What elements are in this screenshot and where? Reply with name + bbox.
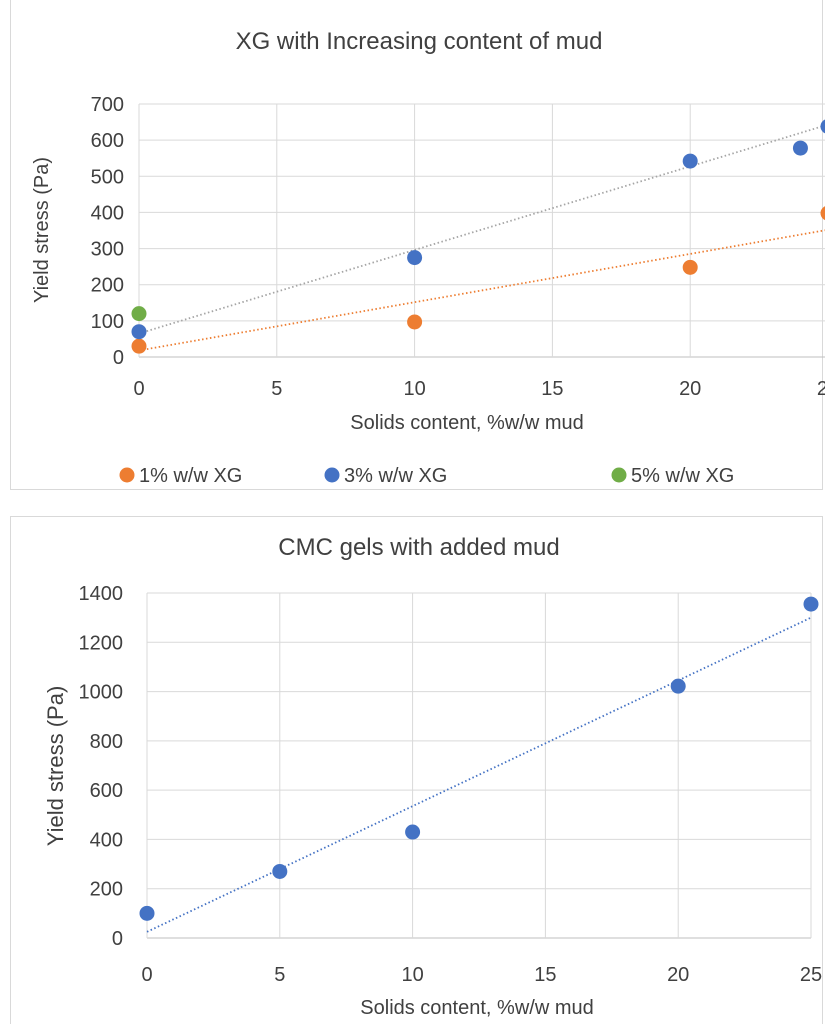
x-tick-label: 20 bbox=[667, 964, 689, 986]
legend-marker bbox=[325, 468, 340, 483]
chart-title: XG with Increasing content of mud bbox=[236, 28, 603, 55]
data-point bbox=[683, 260, 698, 275]
data-point bbox=[407, 314, 422, 329]
y-tick-label: 700 bbox=[91, 94, 124, 116]
legend-label: 1% w/w XG bbox=[139, 465, 242, 487]
y-tick-label: 200 bbox=[91, 275, 124, 297]
y-tick-label: 100 bbox=[91, 311, 124, 333]
chart-title: CMC gels with added mud bbox=[278, 534, 559, 561]
chart-xg-svg: XG with Increasing content of mud 010020… bbox=[11, 0, 824, 490]
y-tick-label: 400 bbox=[91, 202, 124, 224]
data-point bbox=[683, 154, 698, 169]
gridlines bbox=[139, 104, 825, 357]
x-tick-label: 5 bbox=[274, 964, 285, 986]
data-point bbox=[821, 119, 825, 134]
data-point bbox=[272, 864, 287, 879]
x-tick-label: 10 bbox=[403, 378, 425, 400]
x-tick-label: 25 bbox=[817, 378, 825, 400]
y-tick-label: 300 bbox=[91, 239, 124, 261]
data-point bbox=[793, 141, 808, 156]
data-point bbox=[132, 324, 147, 339]
legend: 1% w/w XG 3% w/w XG 5% w/w XG bbox=[120, 465, 735, 487]
data-points bbox=[140, 597, 819, 921]
y-tick-label: 1200 bbox=[79, 632, 124, 654]
y-tick-label: 1400 bbox=[79, 583, 124, 605]
data-point bbox=[132, 306, 147, 321]
x-tick-label: 15 bbox=[541, 378, 563, 400]
x-tick-label: 15 bbox=[534, 964, 556, 986]
x-tick-label: 5 bbox=[271, 378, 282, 400]
y-tick-label: 600 bbox=[90, 780, 123, 802]
y-tick-label: 0 bbox=[112, 928, 123, 950]
data-point bbox=[407, 250, 422, 265]
chart-cmc-svg: CMC gels with added mud 0200400600800100… bbox=[11, 517, 824, 1025]
x-tick-label: 25 bbox=[800, 964, 822, 986]
data-point bbox=[671, 679, 686, 694]
tick-labels: 0 200 400 600 800 1000 1200 1400 0 5 10 15 20 25 bbox=[79, 583, 823, 986]
y-tick-label: 0 bbox=[113, 347, 124, 369]
trendlines bbox=[139, 125, 825, 351]
trendline bbox=[139, 125, 825, 334]
data-point bbox=[405, 825, 420, 840]
y-tick-label: 600 bbox=[91, 130, 124, 152]
x-tick-label: 20 bbox=[679, 378, 701, 400]
x-axis-label: Solids content, %w/w mud bbox=[350, 412, 583, 434]
gridlines bbox=[147, 593, 811, 938]
y-tick-label: 800 bbox=[90, 731, 123, 753]
legend-marker bbox=[612, 468, 627, 483]
legend-label: 3% w/w XG bbox=[344, 465, 447, 487]
trendline bbox=[147, 618, 811, 932]
data-point bbox=[804, 597, 819, 612]
x-tick-label: 0 bbox=[133, 378, 144, 400]
trendlines bbox=[147, 618, 811, 932]
trendline bbox=[139, 230, 825, 351]
x-tick-label: 10 bbox=[401, 964, 423, 986]
x-tick-label: 0 bbox=[141, 964, 152, 986]
y-tick-label: 200 bbox=[90, 879, 123, 901]
data-point bbox=[821, 206, 825, 221]
legend-label: 5% w/w XG bbox=[631, 465, 734, 487]
data-points bbox=[132, 119, 825, 354]
data-point bbox=[132, 339, 147, 354]
y-axis-label: Yield stress (Pa) bbox=[31, 157, 53, 303]
data-point bbox=[140, 906, 155, 921]
y-tick-label: 1000 bbox=[79, 682, 124, 704]
y-tick-label: 500 bbox=[91, 166, 124, 188]
legend-marker bbox=[120, 468, 135, 483]
y-axis-label: Yield stress (Pa) bbox=[43, 686, 68, 847]
x-axis-label: Solids content, %w/w mud bbox=[360, 997, 593, 1019]
y-tick-label: 400 bbox=[90, 829, 123, 851]
